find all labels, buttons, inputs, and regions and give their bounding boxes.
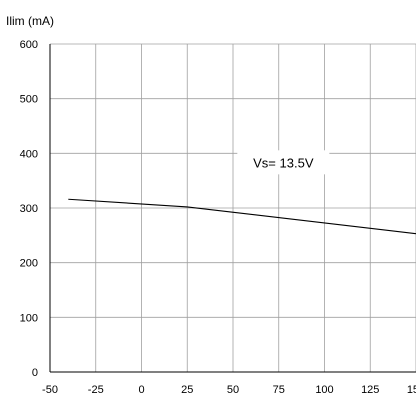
annotation-background-0 [237,150,330,175]
y-tick-label-5: 500 [20,94,38,106]
x-tick-label-8: 150 [407,384,416,395]
x-tick-label-4: 50 [227,384,239,395]
y-tick-label-4: 400 [20,148,38,160]
x-tick-label-2: 0 [138,384,144,395]
y-tick-label-6: 600 [20,39,38,51]
x-tick-label-6: 100 [315,384,333,395]
x-tick-label-7: 125 [361,384,379,395]
x-tick-label-3: 25 [181,384,193,395]
y-tick-label-2: 200 [20,258,38,270]
y-tick-label-1: 100 [20,312,38,324]
y-axis-label: Ilim (mA) [6,14,54,28]
y-tick-label-0: 0 [32,367,38,379]
series-line-0 [68,198,416,235]
x-tick-label-0: -50 [42,384,58,395]
x-tick-label-5: 75 [273,384,285,395]
annotation-vs-label-0: Vs= 13.5V [253,155,314,170]
x-tick-label-1: -25 [88,384,104,395]
y-tick-label-3: 300 [20,203,38,215]
